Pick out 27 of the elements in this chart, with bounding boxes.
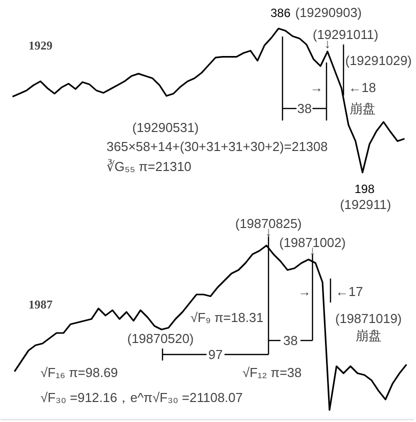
annotation: √F₉ π=18.31 [190,310,264,325]
annotation: (19871002) [279,235,346,250]
annotation: ←17 [336,284,363,299]
annotation: → [298,284,311,299]
data-label: 386 [270,6,291,20]
text: (192911) [340,197,392,212]
annotation: (19291029) [345,53,412,68]
annotation: 38 [297,101,312,116]
text: 1987 [28,298,52,312]
annotation: √F₃₀ =912.16，e^π√F₃₀ =21108.07 [40,390,243,405]
annotation: 97 [208,347,223,362]
annotation: 365×58+14+(30+31+31+30+2)=21308 [106,139,328,154]
annotation: ←18 [348,80,376,95]
text: (19290903) [295,5,362,20]
data-label: 198 [354,182,375,196]
annotation: ∛G₅₅ π=21310 [106,159,192,174]
annotation: 38 [283,333,298,348]
annotation: (19290531) [132,120,199,135]
annotation: √F₁₆ π=98.69 [40,365,118,380]
text: 1929 [28,38,52,52]
annotation: 崩盘 [350,101,376,116]
annotation: √F₁₂ π=38 [242,365,302,380]
annotation: → [310,80,323,95]
annotation: (19870520) [127,331,194,346]
annotation: (19871019) [335,311,402,326]
text: (19870825) [235,216,302,231]
annotation: 崩盘 [356,328,382,343]
